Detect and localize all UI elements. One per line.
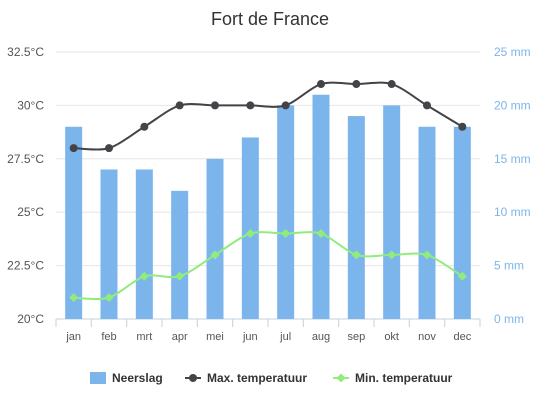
y-left-tick-label: 22.5°C bbox=[7, 259, 44, 273]
bar-neerslag bbox=[277, 105, 295, 320]
point-min-temperatuur bbox=[457, 271, 467, 281]
y-right-tick-label: 10 mm bbox=[494, 205, 531, 219]
x-tick-label: aug bbox=[312, 331, 330, 343]
chart-title: Fort de France bbox=[211, 9, 329, 29]
x-tick-label: jun bbox=[242, 331, 258, 343]
bar-neerslag bbox=[312, 94, 330, 319]
line-max-temperatuur bbox=[73, 81, 463, 151]
point-min-temperatuur bbox=[210, 250, 220, 260]
bar-neerslag bbox=[241, 137, 259, 319]
y-right-tick-label: 5 mm bbox=[494, 259, 524, 273]
y-right-tick-label: 20 mm bbox=[494, 98, 531, 112]
bar-neerslag bbox=[418, 126, 436, 319]
point-max-temperatuur bbox=[175, 101, 184, 110]
point-min-temperatuur bbox=[175, 271, 185, 281]
point-min-temperatuur bbox=[351, 250, 361, 260]
point-max-temperatuur bbox=[387, 80, 396, 89]
y-left-tick-label: 32.5°C bbox=[7, 45, 44, 59]
bar-neerslag bbox=[65, 126, 83, 319]
point-min-temperatuur bbox=[245, 229, 255, 239]
x-tick-label: apr bbox=[172, 331, 188, 343]
x-tick-label: sep bbox=[347, 331, 365, 343]
legend-item-neerslag[interactable]: Neerslag bbox=[90, 371, 163, 385]
legend-bar-swatch bbox=[90, 372, 106, 384]
x-tick-label: mrt bbox=[136, 331, 152, 343]
x-tick-label: dec bbox=[453, 331, 471, 343]
point-min-temperatuur bbox=[69, 293, 79, 303]
y-right-tick-label: 0 mm bbox=[494, 312, 524, 326]
x-tick-label: nov bbox=[418, 331, 436, 343]
grid-lines bbox=[56, 51, 480, 320]
bar-neerslag bbox=[347, 116, 365, 319]
bar-neerslag bbox=[383, 105, 401, 320]
y-left-tick-label: 30°C bbox=[17, 98, 44, 112]
bar-series bbox=[65, 94, 471, 320]
point-max-temperatuur bbox=[281, 101, 290, 110]
y-left-tick-label: 20°C bbox=[17, 312, 44, 326]
x-tick-label: jul bbox=[279, 331, 291, 343]
y-axis-right: 0 mm 5 mm 10 mm 15 mm 20 mm 25 mm bbox=[494, 45, 531, 326]
line-series bbox=[69, 80, 467, 303]
bar-neerslag bbox=[100, 169, 118, 319]
legend-label: Neerslag bbox=[112, 371, 163, 385]
point-max-temperatuur bbox=[317, 80, 325, 89]
point-max-temperatuur bbox=[246, 101, 255, 110]
x-tick-label: okt bbox=[384, 331, 399, 343]
legend-item-min-temperatuur[interactable]: Min. temperatuur bbox=[333, 371, 453, 385]
point-min-temperatuur bbox=[104, 293, 114, 303]
point-min-temperatuur bbox=[316, 229, 326, 239]
x-tick-label: feb bbox=[101, 331, 116, 343]
y-right-tick-label: 15 mm bbox=[494, 152, 531, 166]
legend: Neerslag Max. temperatuur Min. temperatuur bbox=[90, 371, 453, 385]
y-left-tick-label: 27.5°C bbox=[7, 152, 44, 166]
point-max-temperatuur bbox=[352, 80, 361, 89]
point-max-temperatuur bbox=[211, 101, 219, 110]
point-max-temperatuur bbox=[423, 101, 431, 110]
legend-marker-diamond bbox=[336, 373, 346, 383]
bar-neerslag bbox=[453, 126, 471, 319]
bar-neerslag bbox=[206, 158, 224, 319]
point-min-temperatuur bbox=[422, 250, 432, 260]
x-tick-label: mei bbox=[206, 331, 224, 343]
legend-label: Max. temperatuur bbox=[207, 371, 307, 385]
point-max-temperatuur bbox=[458, 122, 467, 131]
point-min-temperatuur bbox=[387, 250, 397, 260]
point-max-temperatuur bbox=[105, 144, 113, 153]
x-tick-label: jan bbox=[65, 331, 81, 343]
legend-item-max-temperatuur[interactable]: Max. temperatuur bbox=[185, 371, 307, 385]
bar-neerslag bbox=[171, 190, 189, 319]
y-right-tick-label: 25 mm bbox=[494, 45, 531, 59]
legend-marker-circle bbox=[189, 374, 197, 382]
y-left-tick-label: 25°C bbox=[17, 205, 44, 219]
point-min-temperatuur bbox=[139, 271, 149, 281]
point-max-temperatuur bbox=[140, 122, 149, 131]
legend-label: Min. temperatuur bbox=[355, 371, 453, 385]
y-axis-left: 20°C 22.5°C 25°C 27.5°C 30°C 32.5°C bbox=[7, 45, 44, 326]
point-max-temperatuur bbox=[69, 144, 78, 153]
bar-neerslag bbox=[135, 169, 153, 319]
x-axis: jan feb mrt apr mei jun jul aug sep okt nov dec bbox=[55, 319, 481, 343]
point-min-temperatuur bbox=[281, 229, 291, 239]
